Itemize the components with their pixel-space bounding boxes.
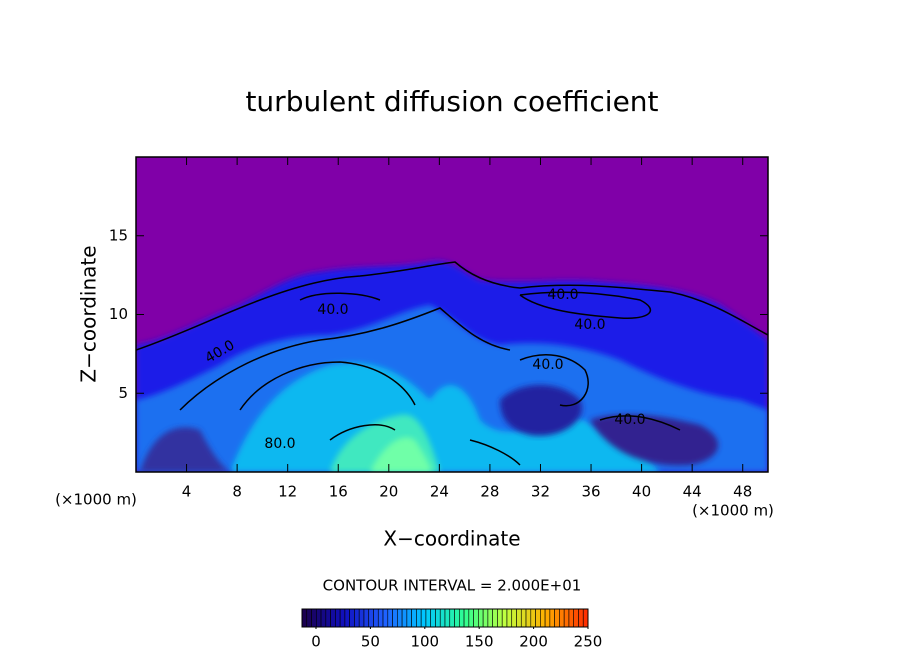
colorbar-swatch [473,608,479,628]
colorbar-swatch [444,608,451,628]
y-tick-label: 15 [109,226,128,244]
colorbar-swatch [511,608,517,628]
colorbar-swatch [549,608,555,628]
y-tick-label: 10 [109,305,128,323]
colorbar-swatch [354,608,360,628]
colorbar-swatch [439,608,446,628]
x-tick-label: 20 [379,483,398,501]
colorbar-swatch [397,608,403,628]
contour-label: 40.0 [574,317,605,333]
colorbar-swatch [358,608,365,628]
colorbar-swatch [482,608,489,628]
colorbar-swatch [492,608,498,628]
colorbar-tick-label: 250 [574,633,603,651]
colorbar-frame [301,608,589,628]
colorbar-swatch [411,608,417,628]
colorbar-swatch [544,608,551,628]
colorbar-swatch [563,608,570,628]
colorbar-swatch [377,608,384,628]
axis-unit: (×1000 m) [55,491,137,509]
x-tick-label: 16 [329,483,348,501]
x-axis-label: X−coordinate [383,527,520,551]
colorbar-swatch [501,608,508,628]
colorbar-swatch [306,608,312,628]
colorbar-swatch [468,608,474,628]
colorbar-tick-label: 0 [311,633,321,651]
colorbar-swatch [401,608,408,628]
x-tick-label: 40 [632,483,651,501]
x-tick-label: 4 [182,483,192,501]
colorbar-swatch [478,608,484,628]
colorbar-swatch [449,608,455,628]
x-tick-label: 12 [278,483,297,501]
colorbar-swatch [506,608,513,628]
colorbar-swatch [497,608,503,628]
contour-label: 40.0 [614,412,645,428]
colorbar-swatch [320,608,327,628]
colorbar-swatch [554,608,560,628]
colorbar-swatch [387,608,393,628]
x-tick-label: 44 [683,483,702,501]
contour-interval: CONTOUR INTERVAL = 2.000E+01 [323,577,582,595]
colorbar-tick-label: 100 [410,633,439,651]
axis-unit: (×1000 m) [692,502,774,520]
colorbar-swatch [373,608,379,628]
colorbar-tick-label: 200 [519,633,548,651]
colorbar-swatch [382,608,389,628]
contour-label: 40.0 [532,357,563,373]
x-tick-label: 48 [733,483,752,501]
x-tick-label: 36 [581,483,600,501]
colorbar-swatch [363,608,370,628]
colorbar-swatch [368,608,374,628]
colorbar-swatch [463,608,470,628]
contour-label: 80.0 [264,436,295,452]
colorbar-swatch [335,608,341,628]
colorbar-swatch [458,608,465,628]
colorbar-swatch [487,608,493,628]
colorbar-swatch [573,608,579,628]
colorbar-swatch [454,608,460,628]
colorbar-swatch [392,608,398,628]
colorbar-swatch [525,608,532,628]
contour-label: 40.0 [547,287,578,303]
colorbar-swatch [578,608,584,628]
colorbar-swatch [420,608,427,628]
colorbar-tick-label: 50 [361,633,380,651]
x-tick-label: 24 [430,483,449,501]
colorbar-swatch [582,608,589,628]
y-tick-label: 5 [118,384,128,402]
colorbar-swatch [339,608,346,628]
colorbar-swatch [520,608,527,628]
colorbar-swatch [330,608,336,628]
colorbar-swatch [416,608,422,628]
chart-title: turbulent diffusion coefficient [245,85,658,118]
colorbar-swatch [568,608,575,628]
colorbar-swatch [535,608,541,628]
x-tick-label: 28 [480,483,499,501]
colorbar-tick-label: 150 [465,633,494,651]
colorbar-swatch [516,608,522,628]
colorbar-swatch [406,608,412,628]
colorbar-swatch [559,608,565,628]
y-axis-label: Z−coordinate [77,245,101,382]
x-tick-label: 32 [531,483,550,501]
colorbar-swatch [435,608,441,628]
colorbar-swatch [325,608,331,628]
colorbar-swatch [530,608,536,628]
colorbar-swatch [301,608,308,628]
colorbar-swatch [425,608,431,628]
colorbar-swatch [540,608,546,628]
colorbar-swatch [430,608,436,628]
colorbar-swatch [344,608,350,628]
field [136,157,768,472]
colorbar-swatch [315,608,322,628]
contour-label: 40.0 [317,302,348,318]
x-tick-label: 8 [232,483,242,501]
colorbar-swatch [311,608,317,628]
colorbar-swatch [349,608,355,628]
